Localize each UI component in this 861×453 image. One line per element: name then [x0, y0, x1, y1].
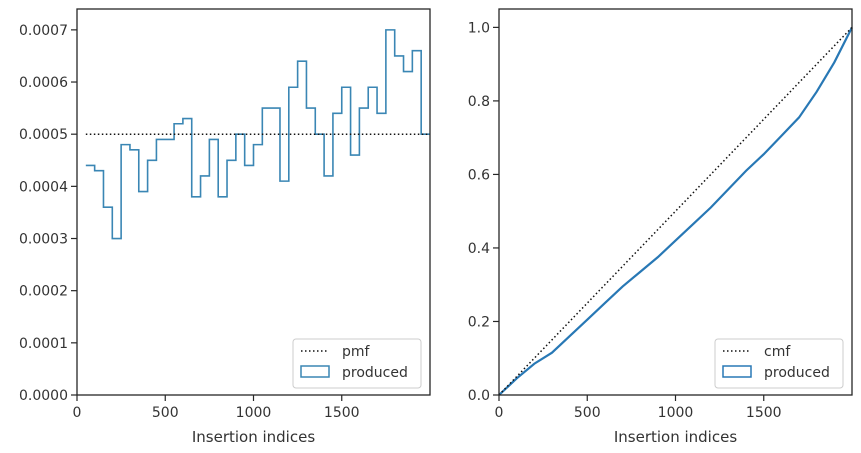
left-x-axis-label: Insertion indices: [192, 428, 315, 446]
left-y-tick-label: 0.0005: [19, 127, 68, 143]
left-plot-marks: [85, 29, 430, 240]
left-y-tick-label: 0.0003: [19, 232, 68, 248]
right-x-tick-label: 0: [495, 405, 504, 421]
right-legend-produced-swatch: [722, 365, 752, 378]
right-x-ticks: 0 500 1000 1500: [495, 395, 782, 421]
left-y-ticks: 0.0000 0.0001 0.0002 0.0003 0.0004 0.0005 0.00…: [19, 23, 77, 404]
right-plot-background: [499, 9, 852, 395]
right-y-tick-label: 0.8: [468, 94, 490, 110]
right-series-produced: [498, 26, 853, 396]
left-y-tick-label: 0.0006: [19, 75, 68, 91]
right-x-tick-label: 1000: [658, 405, 694, 421]
left-legend-pmf-label: pmf: [342, 344, 371, 360]
left-x-ticks: 0 500 1000 1500: [73, 395, 360, 421]
left-x-tick-label: 0: [73, 405, 82, 421]
right-y-tick-label: 1.0: [468, 20, 490, 36]
left-y-tick-label: 0.0004: [19, 179, 68, 195]
right-x-axis-label: Insertion indices: [614, 428, 737, 446]
right-series-cmf: [498, 26, 853, 396]
left-y-tick-label: 0.0000: [19, 388, 68, 404]
right-y-tick-label: 0.4: [468, 241, 490, 257]
left-y-tick-label: 0.0007: [19, 23, 68, 39]
left-plot-background: [77, 9, 430, 395]
left-legend: pmf produced: [292, 338, 422, 389]
left-legend-produced-swatch: [300, 365, 330, 378]
right-plot-marks: [498, 26, 853, 396]
right-y-ticks: 0.0 0.2 0.4 0.6 0.8 1.0: [468, 20, 499, 404]
right-x-tick-label: 500: [574, 405, 601, 421]
right-y-tick-label: 0.2: [468, 314, 490, 330]
right-y-tick-label: 0.6: [468, 167, 490, 183]
right-legend: cmf produced: [714, 338, 844, 389]
left-legend-produced-label: produced: [342, 365, 408, 381]
left-panel: 0.0000 0.0001 0.0002 0.0003 0.0004 0.0005 0.00…: [19, 8, 431, 446]
left-x-tick-label: 1500: [324, 405, 360, 421]
right-legend-produced-label: produced: [764, 365, 830, 381]
right-x-tick-label: 1500: [746, 405, 782, 421]
left-series-produced: [85, 29, 430, 240]
left-y-tick-label: 0.0001: [19, 336, 68, 352]
right-y-tick-label: 0.0: [468, 388, 490, 404]
right-legend-cmf-label: cmf: [764, 344, 791, 360]
left-x-tick-label: 500: [152, 405, 179, 421]
left-y-tick-label: 0.0002: [19, 284, 68, 300]
left-x-tick-label: 1000: [236, 405, 272, 421]
right-panel: 0.0 0.2 0.4 0.6 0.8 1.0 0 500 1000 1500 Insertio…: [468, 8, 853, 446]
